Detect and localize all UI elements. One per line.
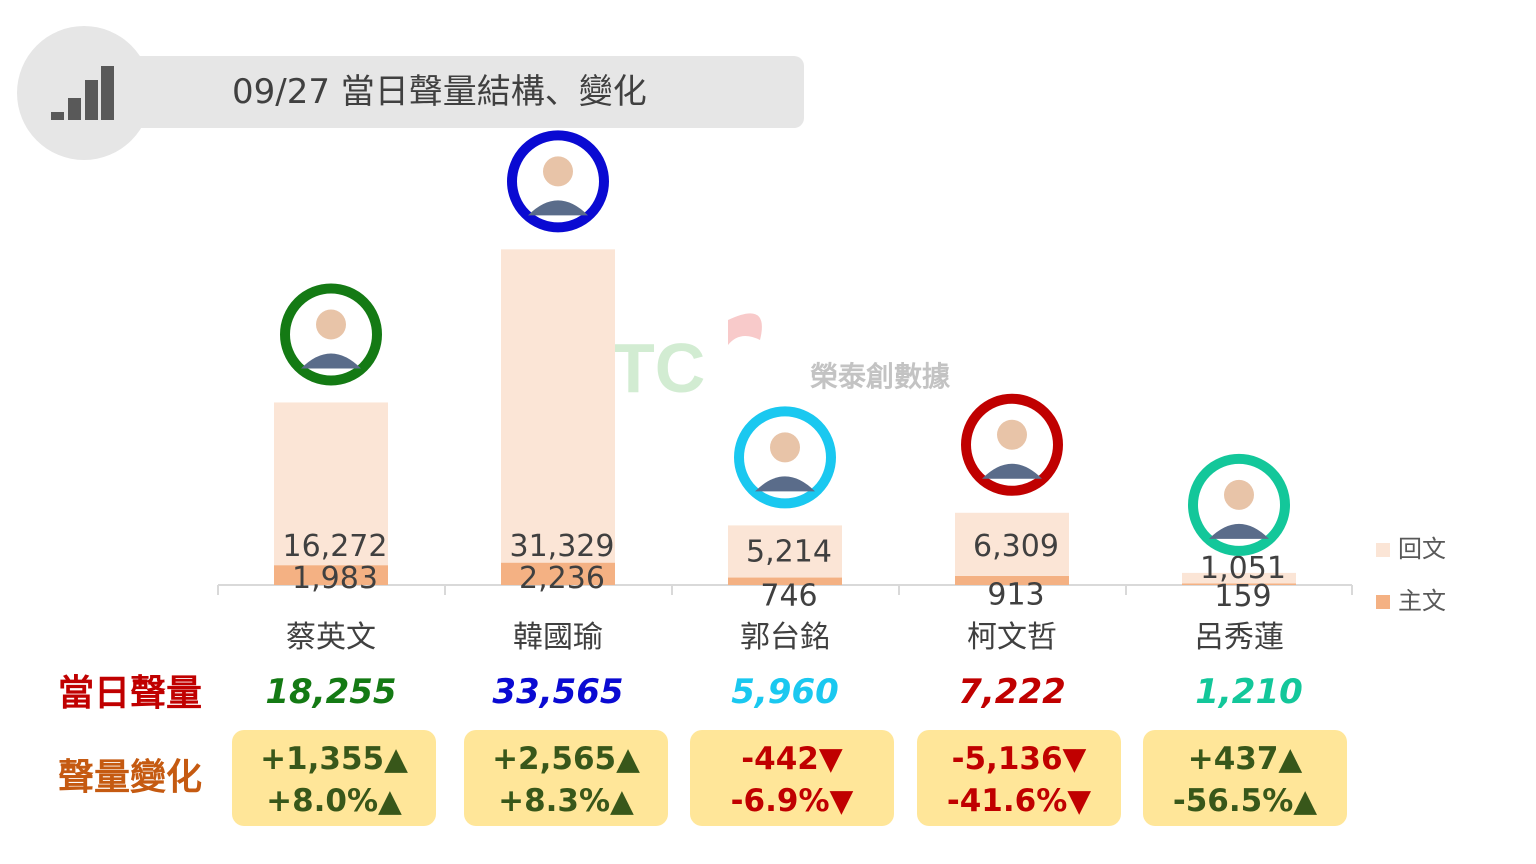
avatar-icon xyxy=(770,432,800,463)
data-label-reply: 1,051 xyxy=(1200,551,1286,586)
change-percent: -56.5%▲ xyxy=(1172,783,1318,819)
data-label-main: 913 xyxy=(987,577,1044,612)
legend-label: 回文 xyxy=(1398,535,1446,563)
bar-main xyxy=(1182,583,1296,585)
watermark-company-text: 榮泰創數據 xyxy=(810,360,951,393)
change-percent: -6.9%▼ xyxy=(730,783,854,819)
data-label-main: 746 xyxy=(760,578,817,613)
avatar-body-icon xyxy=(528,200,588,216)
change-absolute: -5,136▼ xyxy=(951,741,1087,777)
bar-main xyxy=(955,575,1069,585)
avatar-icon xyxy=(1224,479,1254,510)
avatar-body-icon xyxy=(301,353,361,369)
data-label-reply: 5,214 xyxy=(746,534,832,569)
change-percent: +8.0%▲ xyxy=(266,783,402,819)
change-percent: +8.3%▲ xyxy=(498,783,634,819)
totals-row-label: 當日聲量 xyxy=(58,673,203,714)
legend-swatch xyxy=(1376,595,1390,609)
avatar-body-icon xyxy=(1209,523,1269,539)
total-value: 1,210 xyxy=(1195,672,1303,712)
data-label-reply: 31,329 xyxy=(510,529,615,564)
title-icon-badge xyxy=(17,26,151,160)
bar-reply xyxy=(501,249,615,563)
avatar-icon xyxy=(316,309,346,340)
page-title: 09/27 當日聲量結構、變化 xyxy=(232,72,647,112)
change-absolute: +437▲ xyxy=(1187,741,1303,777)
total-value: 7,222 xyxy=(958,672,1066,712)
data-label-main: 1,983 xyxy=(292,561,378,596)
avatar-body-icon xyxy=(755,476,815,492)
data-label-main: 2,236 xyxy=(519,561,605,596)
category-label: 柯文哲 xyxy=(967,620,1057,655)
bar-main xyxy=(501,562,615,585)
bar-reply xyxy=(1182,572,1296,584)
category-label: 韓國瑜 xyxy=(513,620,603,655)
change-box: +437▲ -56.5%▲ xyxy=(1143,730,1347,826)
change-box: +1,355▲ +8.0%▲ xyxy=(232,730,436,826)
total-value: 5,960 xyxy=(731,672,839,712)
change-row-label: 聲量變化 xyxy=(58,757,203,798)
bar-reply xyxy=(955,512,1069,576)
legend-label: 主文 xyxy=(1398,587,1446,615)
avatar-body-icon xyxy=(982,463,1042,479)
change-absolute: +2,565▲ xyxy=(492,741,640,777)
avatar-icon xyxy=(543,156,573,187)
bar-main xyxy=(728,577,842,585)
change-box: -442▼ -6.9%▼ xyxy=(690,730,894,826)
bar-reply xyxy=(728,525,842,578)
legend-swatch xyxy=(1376,543,1390,557)
bar-chart-icon xyxy=(51,66,114,120)
category-label: 呂秀蓮 xyxy=(1194,620,1284,655)
change-absolute: +1,355▲ xyxy=(260,741,408,777)
data-label-reply: 6,309 xyxy=(973,529,1059,564)
total-value: 18,255 xyxy=(265,672,397,712)
title-bar xyxy=(70,56,804,128)
watermark-flame-icon xyxy=(728,313,762,345)
bar-main xyxy=(274,565,388,585)
avatar-icon xyxy=(997,419,1027,450)
change-percent: -41.6%▼ xyxy=(946,783,1092,819)
category-label: 蔡英文 xyxy=(286,620,376,655)
change-absolute: -442▼ xyxy=(741,741,843,777)
bar-reply xyxy=(274,402,388,566)
category-label: 郭台銘 xyxy=(740,620,830,655)
data-label-main: 159 xyxy=(1214,579,1271,614)
total-value: 33,565 xyxy=(492,672,624,712)
data-label-reply: 16,272 xyxy=(283,529,388,564)
change-box: +2,565▲ +8.3%▲ xyxy=(464,730,668,826)
watermark-logo: TC xyxy=(612,329,705,407)
change-box: -5,136▼ -41.6%▼ xyxy=(917,730,1121,826)
